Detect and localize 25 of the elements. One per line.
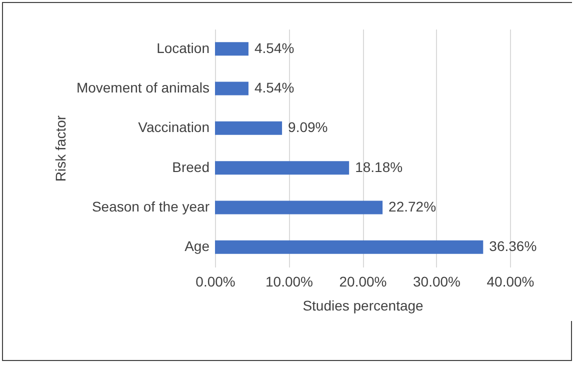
data-label: 4.54% <box>254 40 294 56</box>
y-tick-label: Movement of animals <box>76 80 210 96</box>
x-tick-label: 20.00% <box>339 274 387 290</box>
data-label: 18.18% <box>355 158 403 175</box>
bar <box>215 240 484 254</box>
data-label: 22.72% <box>388 198 436 214</box>
y-tick-label: Season of the year <box>92 198 210 214</box>
bar <box>215 121 282 135</box>
y-tick-label: Vaccination <box>138 119 210 136</box>
bar <box>215 200 383 214</box>
data-label: 36.36% <box>489 238 537 254</box>
x-tick-label: 30.00% <box>413 274 460 290</box>
x-tick-label: 40.00% <box>486 274 534 290</box>
bar <box>215 42 248 56</box>
y-tick-label: Location <box>156 40 210 56</box>
y-tick-label: Age <box>184 238 210 254</box>
x-axis-title: Studies percentage <box>302 298 424 314</box>
y-axis-title: Risk factor <box>52 115 68 182</box>
data-label: 9.09% <box>288 119 328 136</box>
data-label: 4.54% <box>254 80 294 96</box>
x-tick-label: 0.00% <box>196 274 236 290</box>
x-tick-label: 10.00% <box>266 274 313 290</box>
bar <box>215 161 350 175</box>
y-tick-label: Breed <box>172 158 210 175</box>
bar <box>215 82 248 96</box>
